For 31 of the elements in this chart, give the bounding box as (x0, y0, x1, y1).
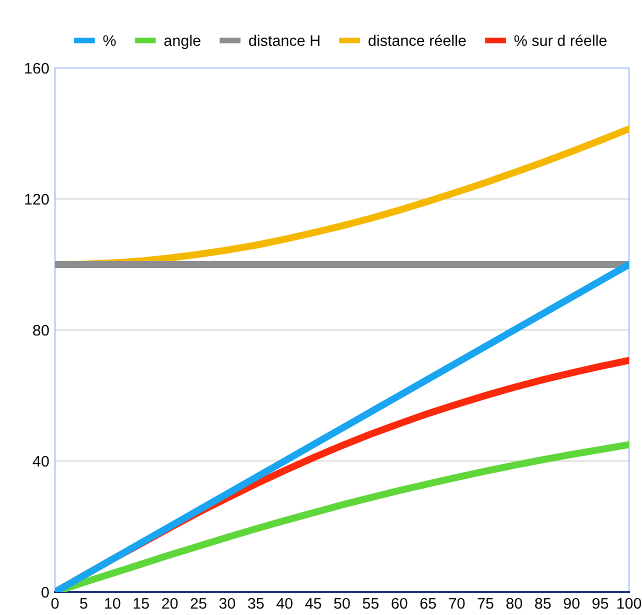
y-tick-label: 0 (42, 586, 49, 598)
x-tick-label: 50 (334, 598, 350, 609)
x-tick-label: 0 (51, 598, 59, 609)
x-tick-label: 65 (420, 598, 436, 609)
legend-label: distance réelle (368, 34, 466, 46)
x-tick-label: 5 (80, 598, 88, 609)
x-tick-label: 70 (449, 598, 465, 609)
legend-label: angle (164, 34, 200, 50)
x-tick-label: 95 (592, 598, 608, 609)
legend-label: distance H (249, 34, 320, 46)
x-tick-label: 85 (535, 598, 551, 609)
legend-label: % (103, 35, 116, 46)
x-tick-label: 100 (617, 598, 642, 609)
x-tick-label: 75 (478, 598, 494, 609)
x-tick-label: 10 (105, 598, 120, 609)
x-tick-label: 80 (506, 598, 522, 609)
legend-label: % sur d réelle (514, 34, 607, 46)
x-tick-label: 55 (362, 598, 379, 609)
x-tick-label: 40 (276, 598, 292, 609)
x-tick-label: 30 (219, 598, 236, 609)
x-tick-label: 25 (190, 598, 206, 609)
x-tick-label: 35 (248, 598, 264, 609)
y-tick-label: 120 (25, 194, 49, 205)
x-tick-label: 60 (392, 598, 408, 609)
x-tick-label: 20 (162, 598, 178, 609)
x-tick-label: 15 (134, 598, 149, 609)
y-tick-label: 160 (25, 62, 49, 74)
y-tick-label: 40 (32, 456, 49, 467)
x-tick-label: 90 (564, 598, 580, 609)
x-tick-label: 45 (305, 598, 322, 609)
y-tick-label: 80 (33, 324, 49, 336)
